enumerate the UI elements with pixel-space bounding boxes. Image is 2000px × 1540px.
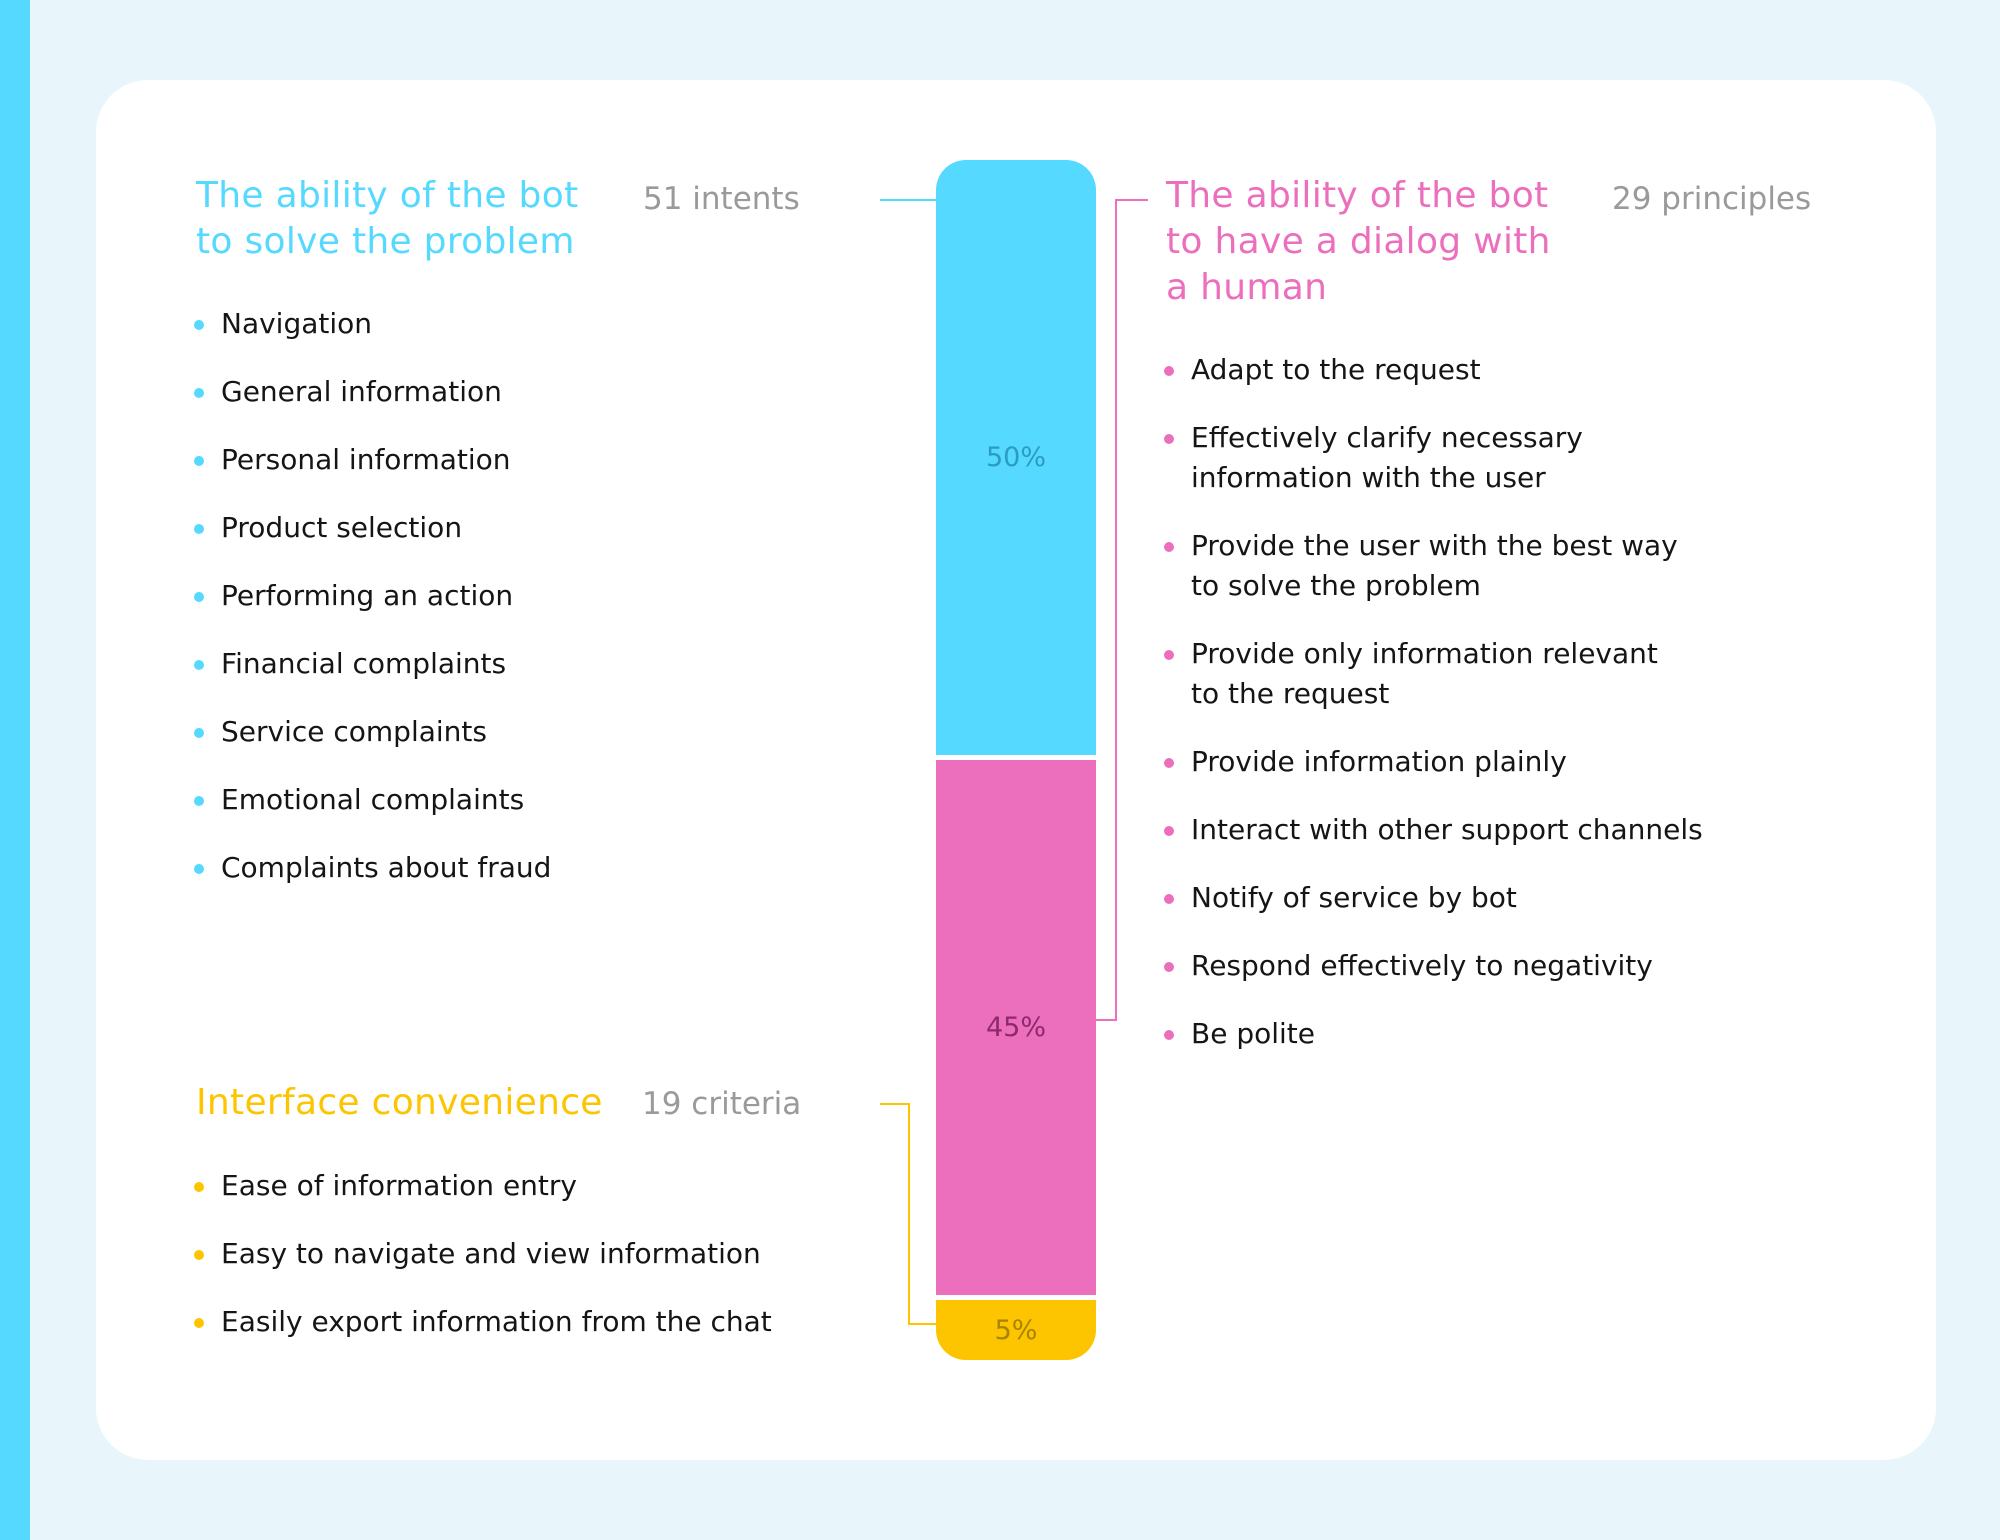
bullet-icon — [1164, 434, 1174, 444]
list-item-label: Performing an action — [221, 579, 514, 612]
bullet-icon — [194, 388, 204, 398]
list-item: Effectively clarify necessary information… — [1164, 418, 1703, 498]
list-item: General information — [194, 372, 551, 412]
dialog-heading-line3: a human — [1166, 267, 1328, 308]
list-item-label: Provide only information relevant — [1191, 637, 1658, 670]
list-item-label: Respond effectively to negativity — [1191, 949, 1653, 982]
list-item: Be polite — [1164, 1014, 1703, 1054]
bullet-icon — [194, 1318, 204, 1328]
bullet-icon — [1164, 1030, 1174, 1040]
dialog-heading-line1: The ability of the bot — [1166, 175, 1549, 216]
list-item: Provide information plainly — [1164, 742, 1703, 782]
problem-heading-line1: The ability of the bot — [196, 175, 579, 216]
list-item-label: Notify of service by bot — [1191, 881, 1517, 914]
connector-interface-vertical — [908, 1103, 910, 1325]
list-item-label-line2: to solve the problem — [1191, 569, 1481, 602]
problem-list: Navigation General information Personal … — [194, 304, 551, 888]
list-item-label: Ease of information entry — [221, 1169, 577, 1202]
dialog-count: 29 principles — [1612, 181, 1812, 217]
bullet-icon — [194, 524, 204, 534]
list-item-label-line2: information with the user — [1191, 461, 1546, 494]
bullet-icon — [194, 660, 204, 670]
list-item-label: Provide information plainly — [1191, 745, 1567, 778]
list-item: Interact with other support channels — [1164, 810, 1703, 850]
list-item: Notify of service by bot — [1164, 878, 1703, 918]
bar-segment-dialog: 45% — [936, 760, 1096, 1295]
percent-label: 5% — [994, 1314, 1038, 1346]
dialog-heading-line2: to have a dialog with — [1166, 221, 1551, 262]
bullet-icon — [1164, 826, 1174, 836]
list-item-label: Financial complaints — [221, 647, 507, 680]
list-item-label: Interact with other support channels — [1191, 813, 1703, 846]
problem-heading: The ability of the bot to solve the prob… — [196, 173, 578, 265]
list-item: Service complaints — [194, 712, 551, 752]
dialog-list: Adapt to the request Effectively clarify… — [1164, 350, 1703, 1054]
list-item: Financial complaints — [194, 644, 551, 684]
list-item: Emotional complaints — [194, 780, 551, 820]
list-item-label: Product selection — [221, 511, 463, 544]
bullet-icon — [1164, 962, 1174, 972]
list-item-label: Navigation — [221, 307, 373, 340]
list-item: Navigation — [194, 304, 551, 344]
list-item: Easily export information from the chat — [194, 1302, 772, 1342]
problem-count: 51 intents — [643, 181, 800, 217]
dialog-heading: The ability of the bot to have a dialog … — [1166, 173, 1551, 311]
connector-interface-bottom — [908, 1323, 936, 1325]
bullet-icon — [1164, 366, 1174, 376]
list-item-label: Complaints about fraud — [221, 851, 552, 884]
side-accent-strip — [0, 0, 30, 1540]
list-item-label: Personal information — [221, 443, 511, 476]
list-item: Easy to navigate and view information — [194, 1234, 772, 1274]
bullet-icon — [194, 796, 204, 806]
bullet-icon — [194, 864, 204, 874]
connector-interface-top — [880, 1103, 910, 1105]
list-item-label: Easy to navigate and view information — [221, 1237, 761, 1270]
interface-list: Ease of information entry Easy to naviga… — [194, 1166, 772, 1342]
problem-heading-line2: to solve the problem — [196, 221, 575, 262]
list-item-label-line2: to the request — [1191, 677, 1390, 710]
percent-label: 45% — [985, 1012, 1046, 1043]
bullet-icon — [194, 1250, 204, 1260]
bullet-icon — [1164, 542, 1174, 552]
list-item-label: General information — [221, 375, 502, 408]
list-item-label: Provide the user with the best way — [1191, 529, 1678, 562]
interface-count: 19 criteria — [642, 1086, 802, 1122]
list-item: Provide the user with the best way to sol… — [1164, 526, 1703, 606]
list-item: Personal information — [194, 440, 551, 480]
list-item-label: Emotional complaints — [221, 783, 525, 816]
list-item-label: Adapt to the request — [1191, 353, 1481, 386]
percent-label: 50% — [985, 442, 1046, 473]
connector-dialog-vertical — [1115, 199, 1117, 1021]
connector-dialog-top — [1116, 199, 1148, 201]
bullet-icon — [194, 592, 204, 602]
bullet-icon — [194, 456, 204, 466]
bar-segment-problem: 50% — [936, 160, 1096, 755]
list-item: Product selection — [194, 508, 551, 548]
list-item: Respond effectively to negativity — [1164, 946, 1703, 986]
list-item: Provide only information relevant to the … — [1164, 634, 1703, 714]
connector-dialog-bottom — [1096, 1019, 1117, 1021]
bullet-icon — [1164, 894, 1174, 904]
connector-problem — [880, 199, 936, 201]
list-item: Adapt to the request — [1164, 350, 1703, 390]
list-item-label: Effectively clarify necessary — [1191, 421, 1583, 454]
bullet-icon — [1164, 758, 1174, 768]
bullet-icon — [1164, 650, 1174, 660]
list-item: Complaints about fraud — [194, 848, 551, 888]
list-item-label: Service complaints — [221, 715, 487, 748]
list-item: Ease of information entry — [194, 1166, 772, 1206]
list-item-label: Be polite — [1191, 1017, 1316, 1050]
interface-heading: Interface convenience — [196, 1082, 603, 1123]
bullet-icon — [194, 1182, 204, 1192]
list-item: Performing an action — [194, 576, 551, 616]
bullet-icon — [194, 728, 204, 738]
list-item-label: Easily export information from the chat — [221, 1305, 772, 1338]
bar-segment-interface: 5% — [936, 1300, 1096, 1360]
bullet-icon — [194, 320, 204, 330]
